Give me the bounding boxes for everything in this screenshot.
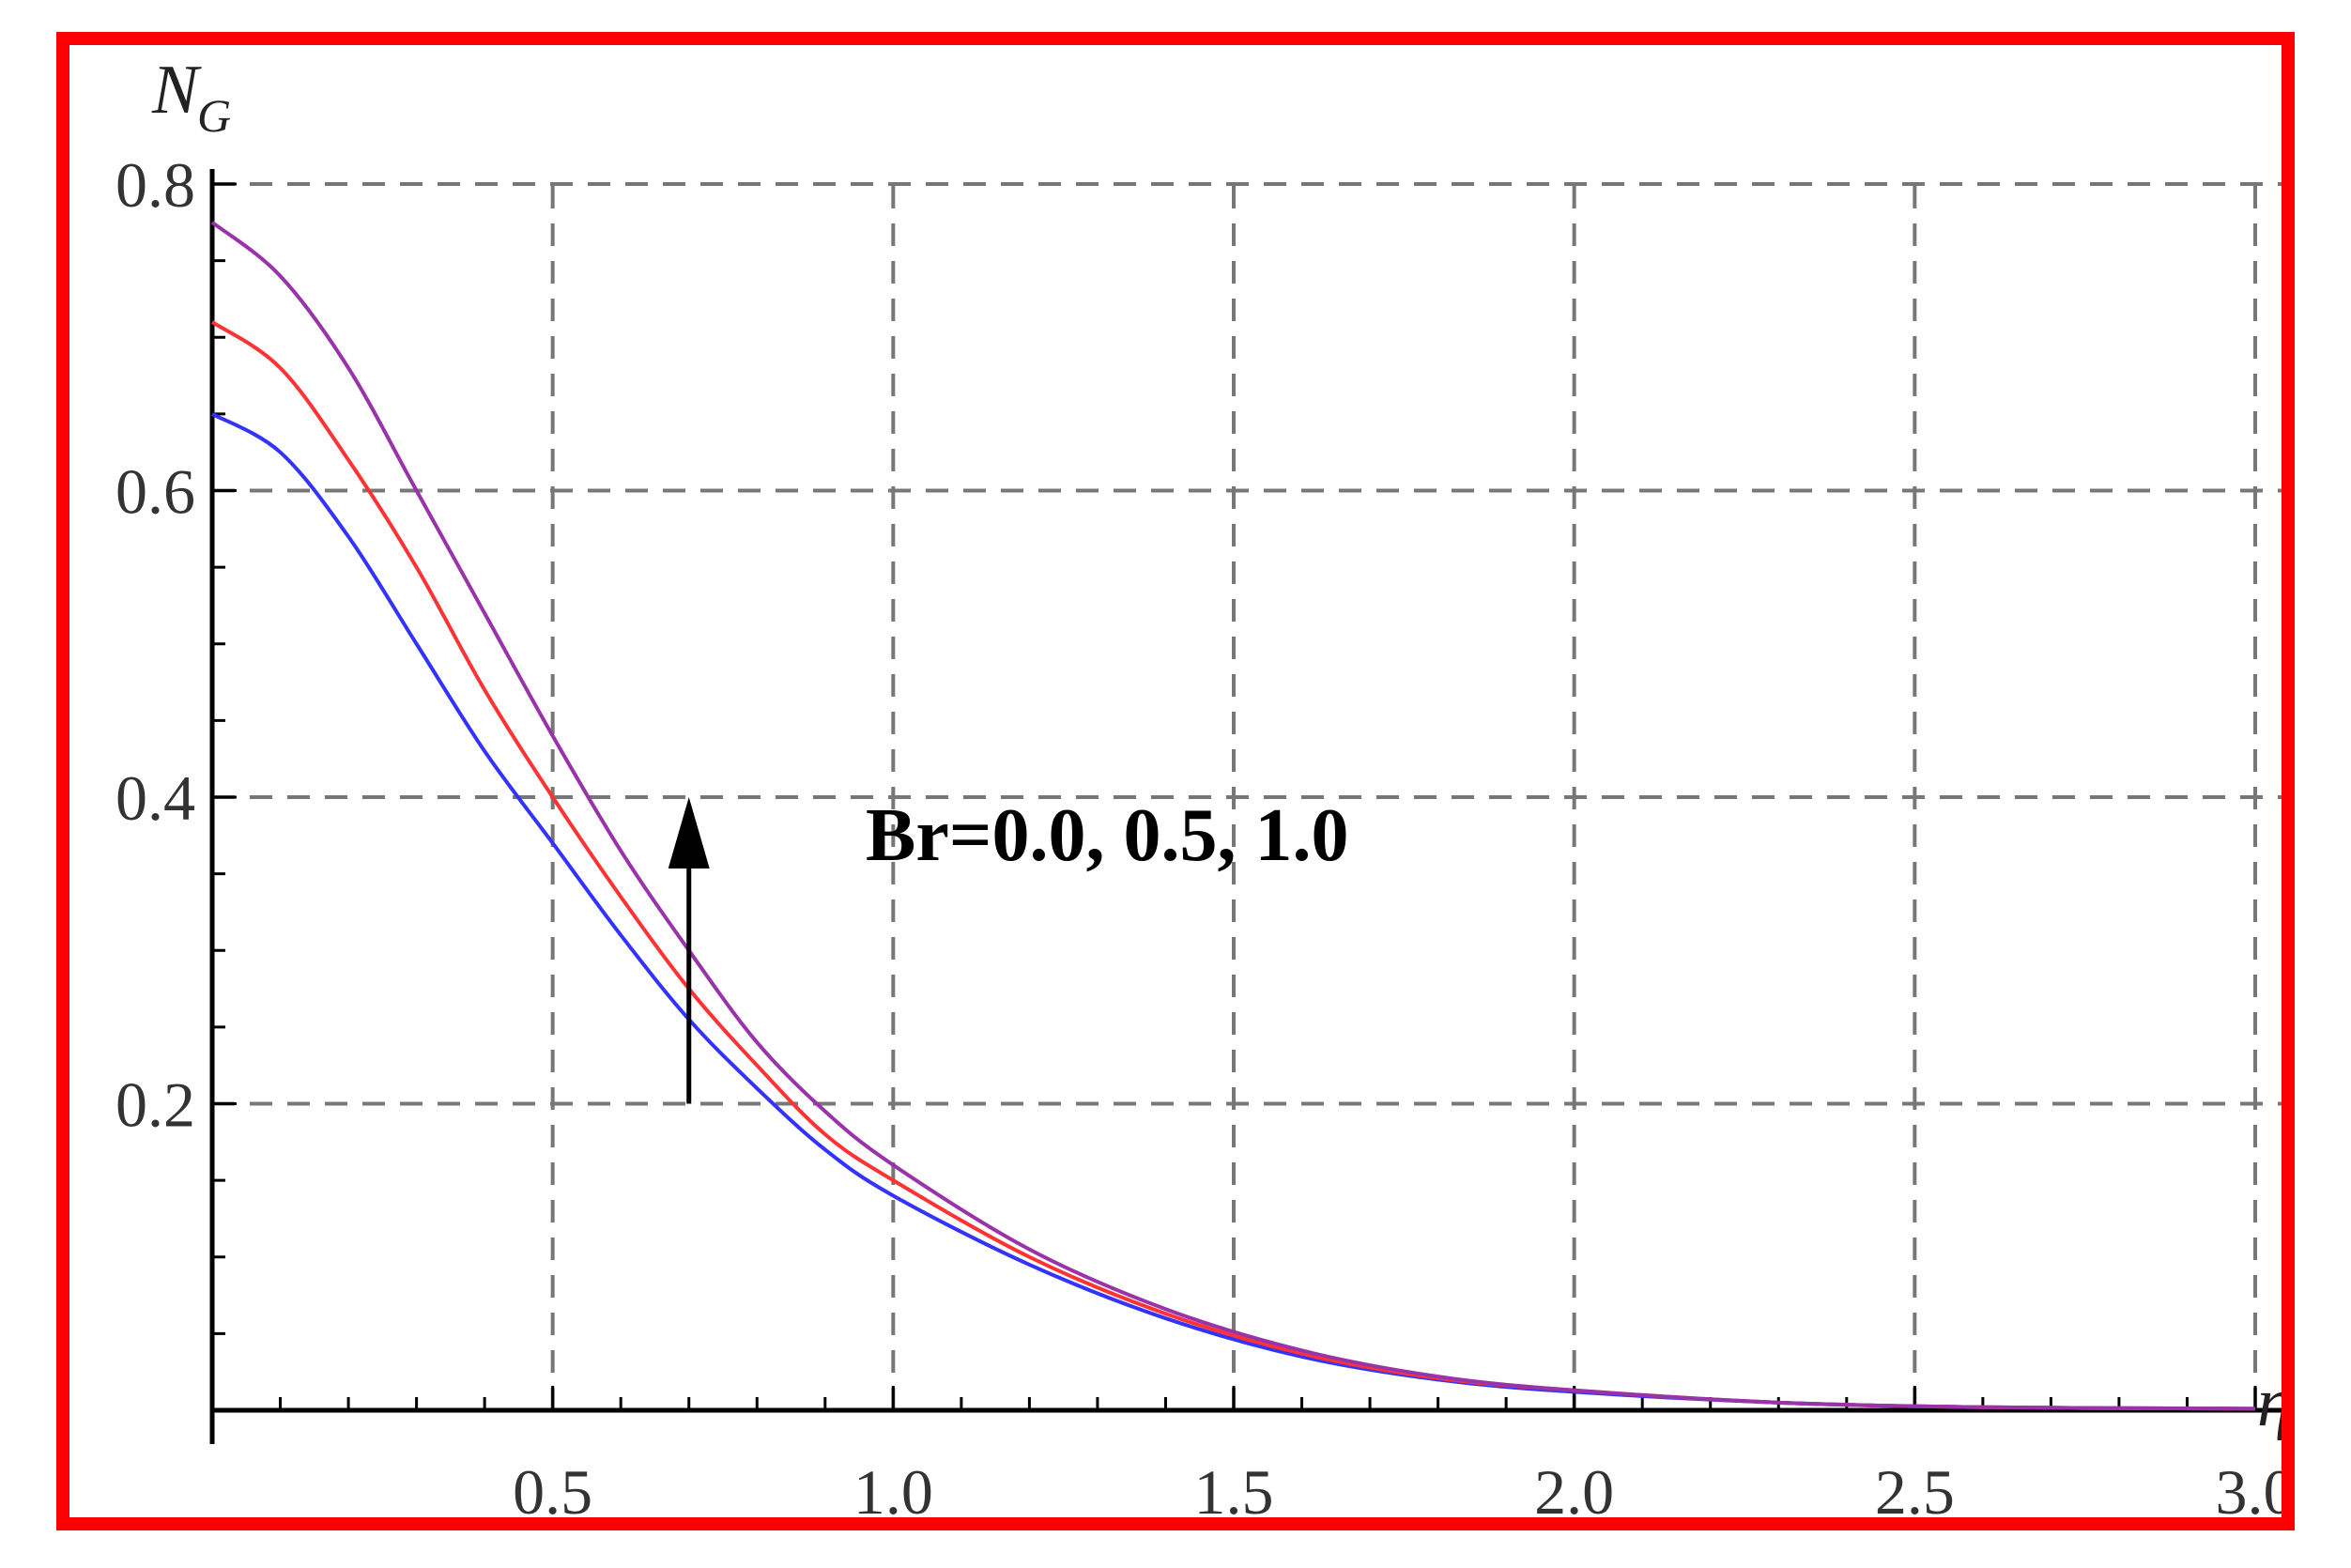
grid-lines xyxy=(212,178,2282,1410)
y-tick-label-0: 0.2 xyxy=(115,1069,195,1141)
x-tick-label-4: 2.5 xyxy=(1875,1456,1955,1517)
chart-frame: 0.5 1.0 1.5 2.0 2.5 3.0 0.2 0.4 0.6 0.8 N G η Br=… xyxy=(56,32,2295,1530)
x-tick-label-5: 3.0 xyxy=(2216,1456,2282,1517)
y-axis-label-sub: G xyxy=(197,89,231,142)
arrow-head xyxy=(668,797,710,869)
y-tick-label-3: 0.8 xyxy=(115,149,195,221)
increase-arrow xyxy=(668,797,710,1104)
x-tick-label-3: 2.0 xyxy=(1534,1456,1614,1517)
x-tick-label-1: 1.0 xyxy=(853,1456,933,1517)
axes xyxy=(209,169,2282,1444)
x-tick-label-2: 1.5 xyxy=(1194,1456,1274,1517)
series-line-2 xyxy=(210,221,2256,1411)
y-tick-label-1: 0.4 xyxy=(115,762,195,834)
x-tick-label-0: 0.5 xyxy=(513,1456,592,1517)
x-axis-label: η xyxy=(2257,1364,2282,1441)
br-annotation: Br=0.0, 0.5, 1.0 xyxy=(866,794,1348,877)
y-tick-label-2: 0.6 xyxy=(115,456,195,528)
series-lines xyxy=(210,221,2256,1411)
entropy-chart: 0.5 1.0 1.5 2.0 2.5 3.0 0.2 0.4 0.6 0.8 N G η Br=… xyxy=(115,52,2282,1517)
tick-labels: 0.5 1.0 1.5 2.0 2.5 3.0 0.2 0.4 0.6 0.8 xyxy=(115,149,2282,1517)
y-axis-label: N xyxy=(151,52,202,129)
